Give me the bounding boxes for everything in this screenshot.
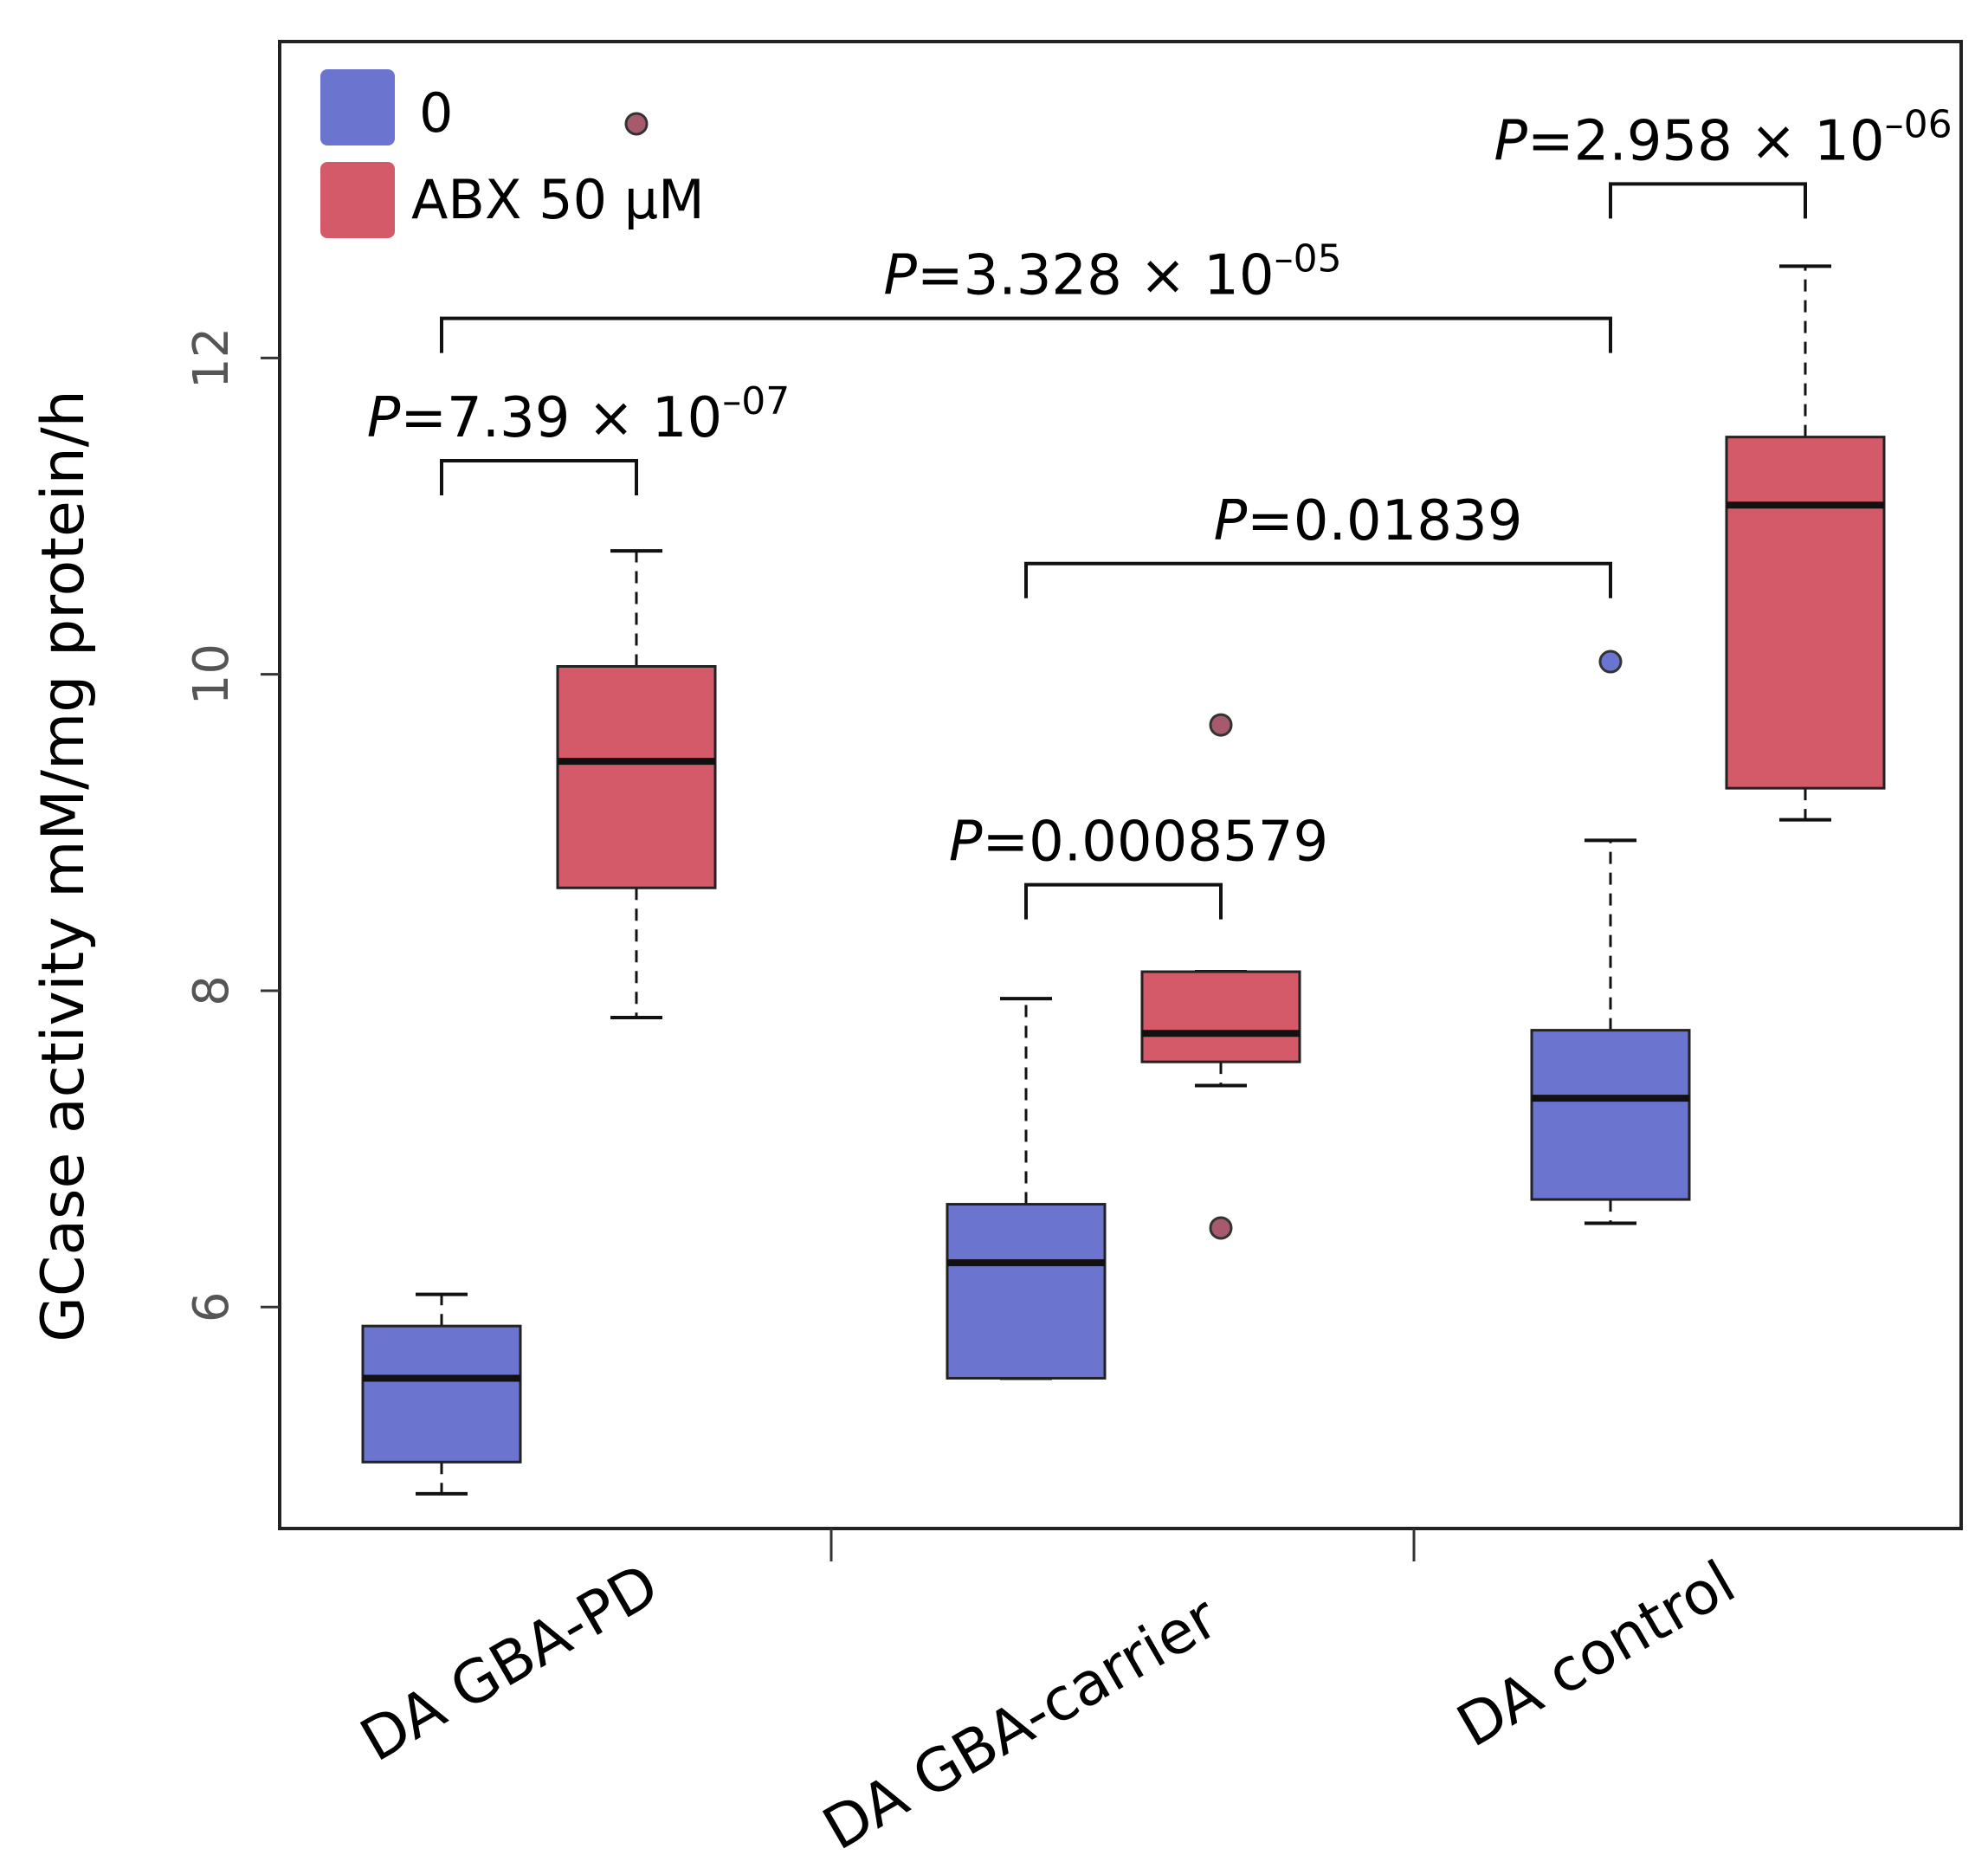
bracket-line bbox=[1024, 882, 1223, 920]
box-body bbox=[1140, 970, 1301, 1063]
p-value-text: =3.328 × 10 bbox=[917, 244, 1275, 308]
p-value-label: P=0.01839 bbox=[1214, 489, 1523, 553]
box-body bbox=[361, 1324, 522, 1464]
y-tick-label-1: 8 bbox=[184, 975, 240, 1006]
p-value-exponent: –06 bbox=[1885, 102, 1952, 146]
box-1-2 bbox=[1725, 264, 1886, 822]
p-value-exponent: –07 bbox=[722, 379, 790, 423]
y-tick-label-3: 12 bbox=[184, 327, 240, 389]
significance-bracket-4: P=0.0008579 bbox=[949, 811, 1328, 920]
significance-bracket-2: P=2.958 × 10–06 bbox=[1494, 102, 1952, 219]
legend-label-1: ABX 50 μM bbox=[411, 168, 705, 231]
significance-bracket-1: P=3.328 × 10–05 bbox=[440, 237, 1612, 353]
y-axis-label: GCase activity mM/mg protein/h bbox=[29, 390, 98, 1342]
plot-frame bbox=[278, 40, 1963, 1530]
p-symbol: P bbox=[1494, 109, 1527, 173]
bracket-line bbox=[440, 459, 638, 496]
legend-label-0: 0 bbox=[419, 81, 453, 145]
y-tick-label-0: 6 bbox=[184, 1291, 240, 1322]
p-value-text: =0.01839 bbox=[1247, 489, 1522, 553]
p-value-text: =2.958 × 10 bbox=[1527, 109, 1885, 173]
box-1-0 bbox=[556, 112, 717, 1020]
p-symbol: P bbox=[367, 386, 401, 450]
legend: 0 ABX 50 μM bbox=[320, 69, 705, 238]
bracket-line bbox=[1609, 182, 1807, 219]
bracket-line bbox=[440, 316, 1612, 353]
box-body bbox=[556, 665, 717, 889]
p-value-label: P=0.0008579 bbox=[949, 811, 1328, 875]
box-0-0 bbox=[361, 1292, 522, 1496]
y-tick-label-2: 10 bbox=[184, 643, 240, 705]
significance-annotations: P=7.39 × 10–07P=3.328 × 10–05P=2.958 × 1… bbox=[367, 102, 1952, 920]
outlier-point-1 bbox=[1209, 1216, 1233, 1240]
outlier-point-0 bbox=[624, 112, 649, 136]
p-value-text: =0.0008579 bbox=[982, 811, 1328, 875]
p-value-label: P=2.958 × 10–06 bbox=[1494, 102, 1952, 173]
box-0-2 bbox=[1530, 650, 1691, 1225]
significance-bracket-3: P=0.01839 bbox=[1024, 489, 1612, 598]
bracket-line bbox=[1024, 561, 1612, 598]
significance-bracket-0: P=7.39 × 10–07 bbox=[367, 379, 790, 496]
box-0-1 bbox=[946, 997, 1107, 1380]
p-value-label: P=3.328 × 10–05 bbox=[883, 237, 1341, 308]
box-1-1 bbox=[1140, 713, 1301, 1240]
box-body bbox=[1725, 436, 1886, 790]
p-value-label: P=7.39 × 10–07 bbox=[367, 379, 790, 450]
outlier-point-0 bbox=[1598, 650, 1623, 674]
box-body bbox=[946, 1203, 1107, 1380]
y-axis: 6 8 10 12 bbox=[184, 327, 280, 1322]
legend-swatch-1 bbox=[320, 162, 395, 238]
p-value-text: =7.39 × 10 bbox=[400, 386, 722, 450]
p-value-exponent: –05 bbox=[1275, 237, 1342, 281]
p-symbol: P bbox=[949, 811, 983, 875]
box-body bbox=[1530, 1029, 1691, 1201]
legend-swatch-0 bbox=[320, 69, 395, 145]
outlier-point-0 bbox=[1209, 713, 1233, 737]
p-symbol: P bbox=[1214, 489, 1248, 553]
boxes-layer bbox=[361, 112, 1886, 1496]
p-symbol: P bbox=[883, 244, 917, 308]
